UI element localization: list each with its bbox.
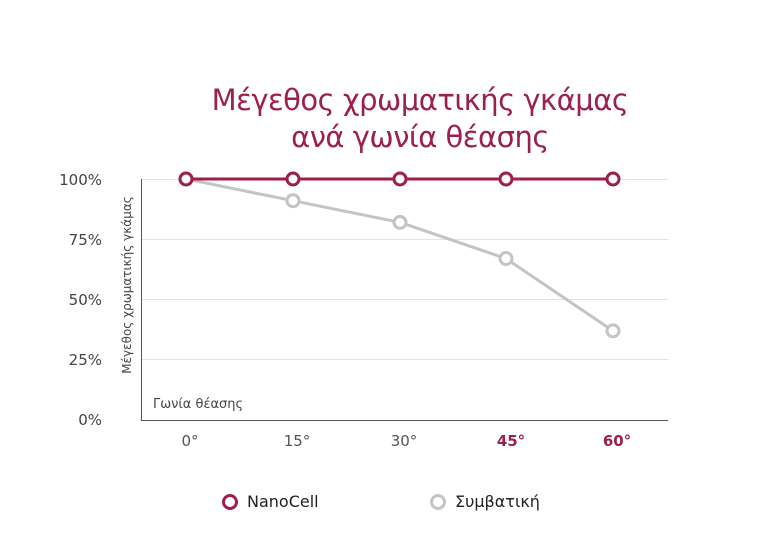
- conventional-marker-icon: [430, 493, 446, 510]
- chart-title-line-1: Μέγεθος χρωματικής γκάμας: [211, 83, 629, 117]
- series-layer: [178, 171, 621, 339]
- y-tick-100: 100%: [59, 171, 102, 189]
- chart-title-line-2: ανά γωνία θέασης: [291, 120, 549, 154]
- data-point: [498, 171, 514, 187]
- y-tick-0: 0%: [78, 411, 102, 429]
- data-point: [605, 171, 621, 187]
- legend-label-nanocell: NanoCell: [247, 492, 319, 511]
- legend-item-nanocell: NanoCell: [222, 492, 319, 511]
- data-point: [498, 251, 514, 267]
- data-point: [178, 171, 194, 187]
- data-point: [285, 171, 301, 187]
- legend-label-conventional: Συμβατική: [455, 492, 540, 511]
- nanocell-marker-icon: [222, 493, 238, 510]
- series-nanocell: [178, 171, 621, 187]
- legend-item-conventional: Συμβατική: [430, 492, 540, 511]
- y-tick-50: 50%: [68, 291, 102, 309]
- axes: [141, 179, 668, 421]
- data-point: [285, 193, 301, 209]
- y-tick-25: 25%: [68, 351, 102, 369]
- x-tick-15: 15°: [283, 432, 311, 450]
- data-point: [392, 214, 408, 230]
- data-point: [605, 323, 621, 339]
- x-tick-60: 60°: [602, 432, 632, 450]
- chart-title: Μέγεθος χρωματικής γκάμας ανά γωνία θέασ…: [200, 82, 640, 156]
- x-tick-0: 0°: [181, 432, 199, 450]
- x-tick-45: 45°: [496, 432, 526, 450]
- x-tick-30: 30°: [390, 432, 418, 450]
- y-tick-75: 75%: [68, 231, 102, 249]
- series-conventional: [178, 171, 621, 339]
- gridlines: [141, 179, 668, 360]
- x-axis-title: Γωνία θέασης: [153, 397, 244, 412]
- data-point: [392, 171, 408, 187]
